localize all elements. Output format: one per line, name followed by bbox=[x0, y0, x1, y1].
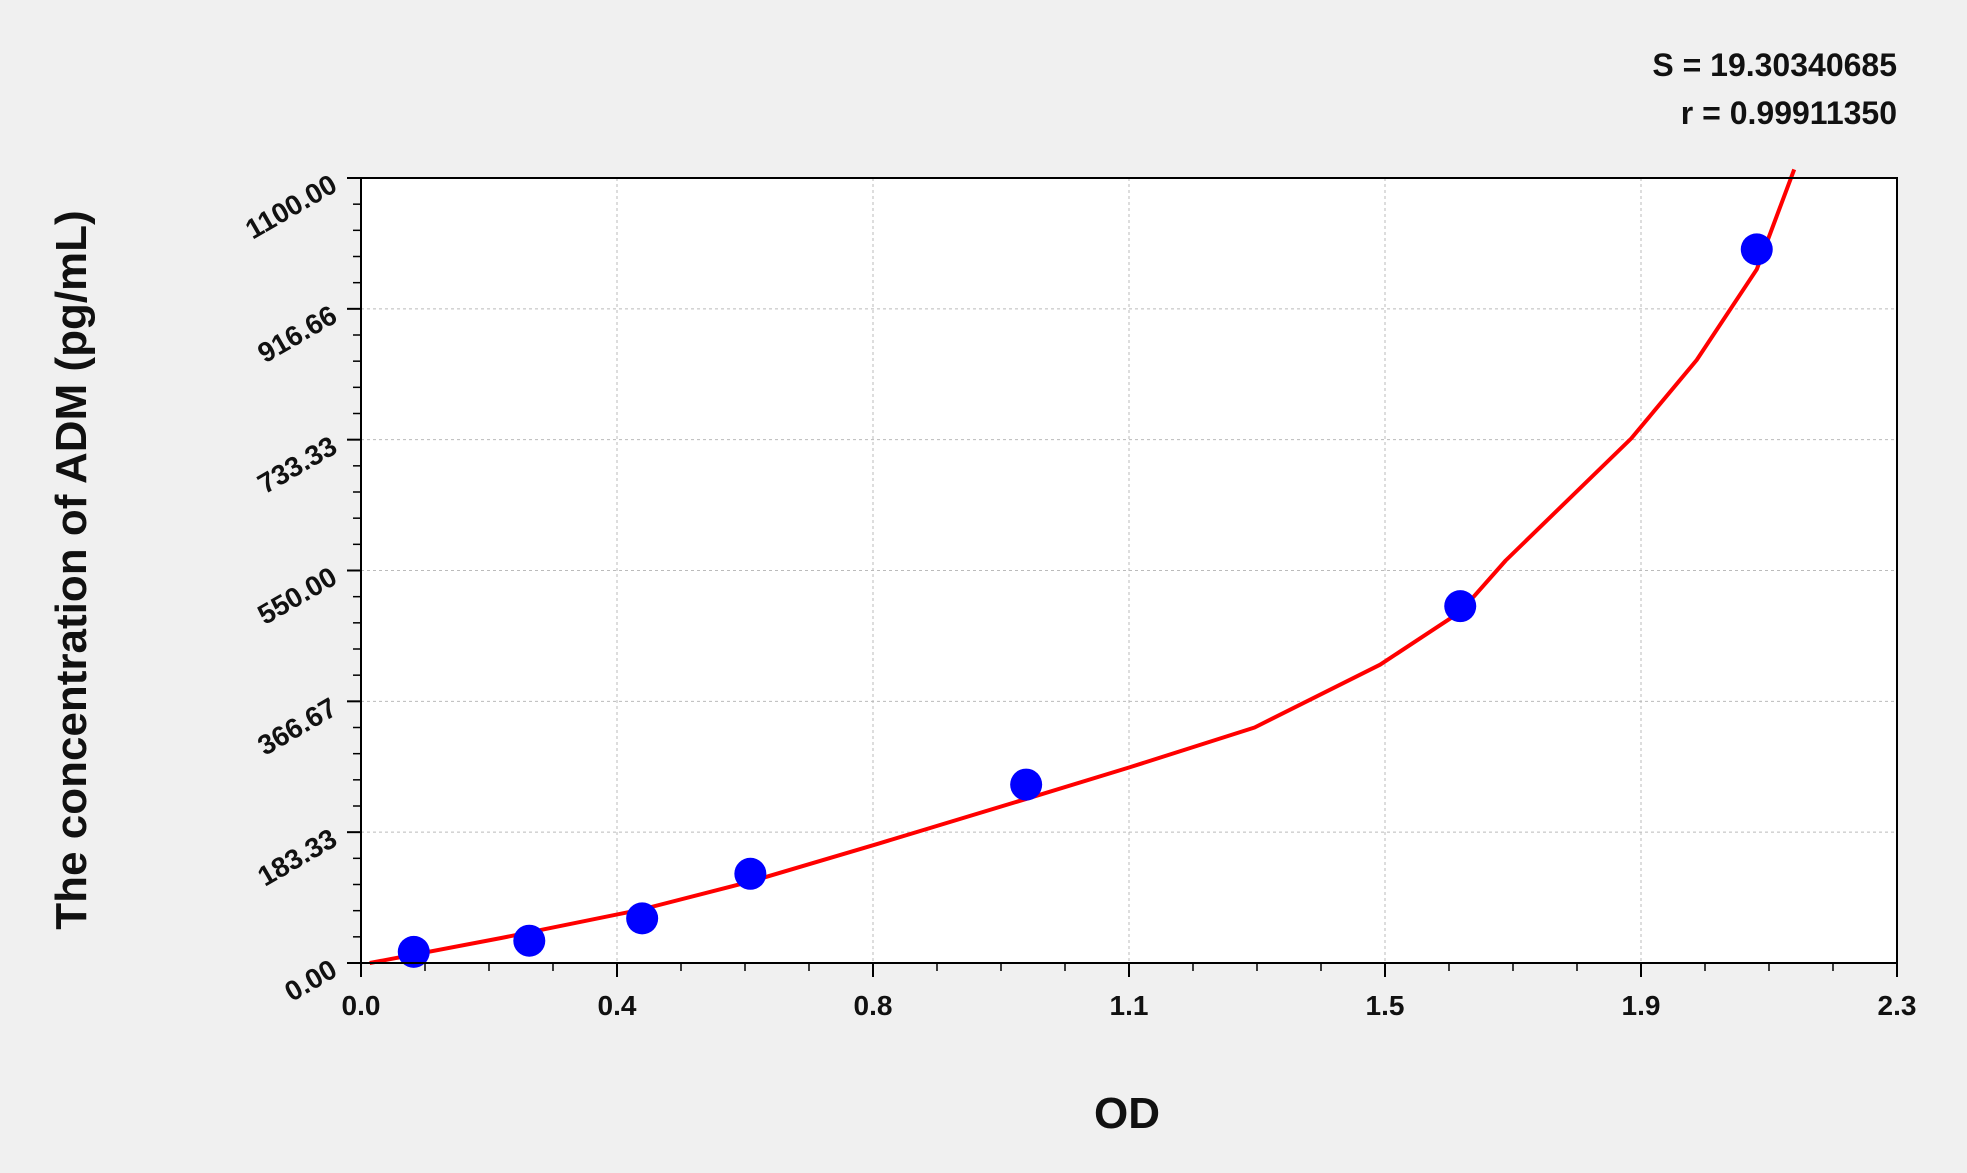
data-point bbox=[513, 924, 546, 957]
x-tick-label: 0.4 bbox=[598, 990, 637, 1021]
grid bbox=[361, 178, 1897, 963]
data-point bbox=[1740, 233, 1773, 266]
plot-frame bbox=[360, 177, 1898, 964]
data-point bbox=[1010, 768, 1043, 801]
data-points bbox=[397, 233, 1773, 968]
x-axis-label: OD bbox=[1094, 1089, 1160, 1138]
x-tick-label: 0.0 bbox=[342, 990, 381, 1021]
x-tick-label: 1.9 bbox=[1622, 990, 1661, 1021]
data-point bbox=[397, 935, 430, 968]
stat-r: r = 0.99911350 bbox=[1681, 95, 1897, 131]
x-tick-label: 1.1 bbox=[1110, 990, 1149, 1021]
data-point bbox=[626, 902, 659, 935]
y-axis-label: The concentration of ADM (pg/mL) bbox=[47, 210, 96, 929]
fit-curve-group bbox=[369, 168, 1797, 965]
x-tick-label: 0.8 bbox=[854, 990, 893, 1021]
x-tick-label: 1.5 bbox=[1366, 990, 1405, 1021]
data-point bbox=[1444, 590, 1477, 623]
stat-s: S = 19.30340685 bbox=[1652, 47, 1897, 83]
x-tick-label: 2.3 bbox=[1878, 990, 1917, 1021]
data-point bbox=[734, 857, 767, 890]
fit-curve bbox=[369, 168, 1797, 965]
